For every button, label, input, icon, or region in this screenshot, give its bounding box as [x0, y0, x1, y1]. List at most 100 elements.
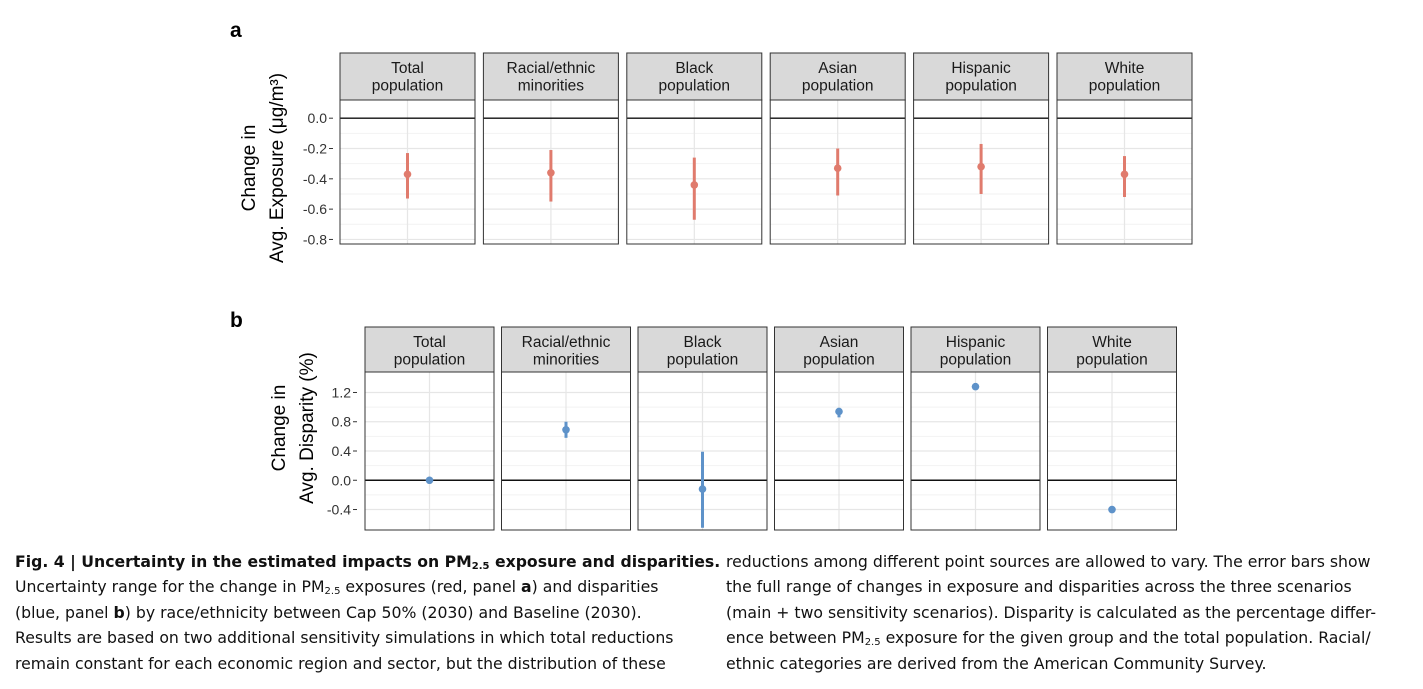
- facet-label: Hispanic: [946, 334, 1006, 351]
- ytick-label: -0.8: [303, 231, 327, 247]
- data-point: [977, 162, 985, 171]
- caption-l2-b: exposures (red, panel: [340, 577, 521, 597]
- ytick-label: -0.6: [303, 201, 327, 217]
- facet-label: population: [667, 352, 739, 369]
- panel-border: [910, 371, 1041, 531]
- panel-border: [626, 99, 763, 245]
- facet-strip: [1047, 326, 1177, 373]
- caption-right-line-4: ence between PM2.5 exposure for the give…: [726, 625, 1410, 650]
- caption-l3-a: (blue, panel: [15, 602, 114, 622]
- ytick-label: 1.2: [332, 384, 352, 400]
- facet-label: population: [1089, 78, 1161, 95]
- facet-label: Racial/ethnic: [507, 60, 596, 77]
- facet-label: Black: [675, 60, 713, 77]
- caption-l2-a: Uncertainty range for the change in PM: [15, 577, 325, 597]
- caption-left-line-4: Results are based on two additional sens…: [15, 628, 674, 648]
- caption-left-line-3: (blue, panel b) by race/ethnicity betwee…: [15, 600, 700, 625]
- ytick-label: -0.4: [303, 171, 327, 187]
- facet-label: minorities: [518, 78, 585, 95]
- facet-label: population: [940, 352, 1012, 369]
- data-point: [425, 476, 434, 485]
- facet-label: population: [372, 78, 444, 95]
- panel-border: [1047, 371, 1177, 531]
- caption-l2-c: ) and disparities: [531, 577, 659, 597]
- data-point: [833, 164, 842, 173]
- data-point: [1108, 505, 1116, 514]
- caption-l2-sub: 2.5: [324, 586, 341, 598]
- facet-label: Total: [413, 334, 446, 351]
- caption-right-line-1: reductions among different point sources…: [726, 552, 1371, 571]
- ytick-label: -0.2: [303, 141, 327, 157]
- data-point: [698, 485, 707, 493]
- facet-label: population: [1076, 352, 1148, 369]
- panel-a-plot: 0.0-0.2-0.4-0.6-0.8TotalpopulationRacial…: [303, 52, 1193, 247]
- facet-label: Racial/ethnic: [522, 334, 611, 351]
- data-point: [690, 181, 699, 189]
- ytick-label: 0.0: [332, 472, 352, 488]
- panel-a-letter: a: [230, 19, 242, 42]
- data-point: [562, 425, 570, 434]
- caption-left-line-2: Uncertainty range for the change in PM2.…: [15, 574, 700, 599]
- panel-border: [637, 371, 768, 531]
- facet-strip: [1056, 52, 1193, 101]
- data-point: [971, 382, 980, 391]
- caption-title-prefix: Fig. 4 | Uncertainty in the estimated im…: [15, 552, 472, 571]
- facet-label: population: [394, 352, 466, 369]
- facet-label: Total: [391, 60, 424, 77]
- panel-border: [774, 371, 904, 531]
- facet-label: White: [1092, 334, 1132, 351]
- facet-strip: [501, 326, 631, 373]
- data-point: [835, 407, 843, 416]
- caption-left-column: Fig. 4 | Uncertainty in the estimated im…: [15, 549, 720, 676]
- caption-right-line-5: ethnic categories are derived from the A…: [726, 653, 1267, 673]
- facet-label: White: [1105, 60, 1145, 77]
- data-point: [403, 170, 412, 179]
- ytick-label: 0.0: [308, 110, 328, 126]
- facet-label: Black: [684, 334, 722, 351]
- panel-border: [339, 99, 476, 245]
- facet-label: population: [803, 352, 875, 369]
- figure: a Change in Avg. Exposure (μg/m³) 0.0 -0.…: [230, 19, 1193, 531]
- facet-label: population: [659, 78, 731, 95]
- caption-right-column: reductions among different point sources…: [726, 549, 1410, 676]
- facet-strip: [339, 52, 476, 101]
- panel-border: [364, 371, 495, 531]
- facet-label: minorities: [533, 352, 600, 369]
- ytick-label: 0.8: [332, 414, 352, 430]
- facet-strip: [774, 326, 904, 373]
- facet-strip: [910, 326, 1041, 373]
- facet-strip: [637, 326, 768, 373]
- caption-r4-sub: 2.5: [864, 637, 881, 649]
- panel-a-ylabel-line2: Avg. Exposure (μg/m³): [267, 73, 288, 263]
- panel-b-ylabel-line2: Avg. Disparity (%): [297, 352, 318, 504]
- caption-title-suffix: exposure and disparities.: [489, 552, 721, 571]
- panel-b-plot: 1.20.80.40.0-0.4TotalpopulationRacial/et…: [327, 326, 1177, 531]
- panel-border: [1056, 99, 1193, 245]
- panel-border: [913, 99, 1050, 245]
- caption-title-sub: 2.5: [471, 561, 490, 572]
- caption-title-line: Fig. 4 | Uncertainty in the estimated im…: [15, 549, 720, 574]
- caption-r4-b: exposure for the given group and the tot…: [880, 628, 1371, 648]
- facet-label: population: [802, 78, 874, 95]
- caption-l3-b: ) by race/ethnicity between Cap 50% (203…: [124, 602, 642, 622]
- facet-label: population: [945, 78, 1017, 95]
- facet-strip: [364, 326, 495, 373]
- caption-right-line-3: (main + two sensitivity scenarios). Disp…: [726, 602, 1377, 622]
- caption-l2-bold: a: [521, 577, 532, 597]
- facet-label: Hispanic: [951, 60, 1011, 77]
- ytick-label: 0.4: [332, 443, 352, 459]
- panel-border: [769, 99, 906, 245]
- panel-b-letter: b: [230, 309, 243, 332]
- caption-right-line-2: the full range of changes in exposure an…: [726, 577, 1352, 597]
- facet-label: Asian: [818, 60, 857, 77]
- caption-left-line-5: remain constant for each economic region…: [15, 653, 666, 673]
- ytick-label: -0.4: [327, 502, 351, 518]
- panel-a-ylabel-line1: Change in: [239, 125, 260, 212]
- panel-b-ylabel: Change in Avg. Disparity (%): [269, 352, 318, 504]
- caption-l3-bold: b: [113, 602, 125, 622]
- caption-r4-a: ence between PM: [726, 628, 865, 648]
- data-point: [1120, 170, 1129, 179]
- data-point: [547, 168, 555, 177]
- panel-border: [501, 371, 631, 531]
- panel-a-ylabel: Change in Avg. Exposure (μg/m³): [239, 73, 288, 263]
